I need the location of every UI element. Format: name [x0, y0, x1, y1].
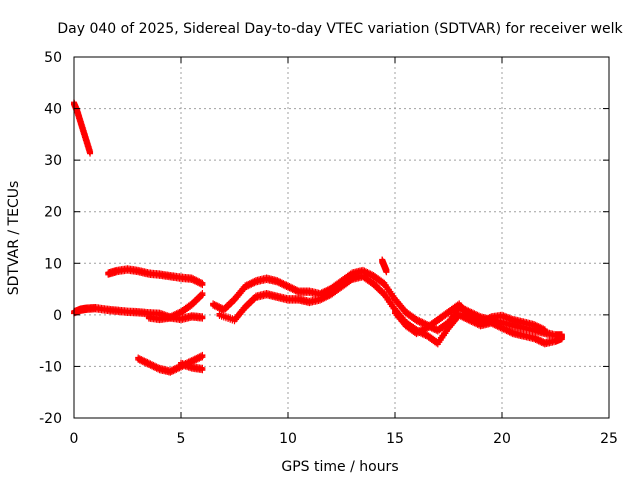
x-tick-label: 20 — [493, 431, 511, 447]
y-tick-label: -10 — [39, 359, 62, 375]
series-track-dip-fifteen — [392, 300, 548, 338]
data-point-marker — [199, 292, 206, 299]
data-point-marker — [87, 150, 94, 157]
data-point-marker — [199, 354, 206, 361]
y-tick-label: -20 — [39, 411, 62, 427]
x-tick-label: 0 — [70, 431, 79, 447]
data-point-marker — [199, 367, 206, 374]
plot-frame — [73, 56, 610, 419]
data-marks — [71, 99, 565, 376]
data-point-marker — [199, 282, 206, 289]
y-axis-label: SDTVAR / TECUs — [6, 181, 22, 296]
y-tick-label: 0 — [53, 308, 62, 324]
x-axis-ticks: 0 5 10 15 20 25 — [70, 57, 618, 447]
data-point-marker — [383, 269, 390, 276]
series-track-eight-arc — [105, 265, 206, 289]
y-tick-label: 10 — [44, 256, 62, 272]
y-tick-label: 40 — [44, 102, 62, 118]
series-track-spike-fourteen-half — [379, 256, 390, 276]
y-tick-label: 20 — [44, 205, 62, 221]
x-tick-label: 5 — [177, 431, 186, 447]
grid-lines — [74, 57, 609, 418]
x-tick-label: 25 — [600, 431, 618, 447]
x-tick-label: 10 — [279, 431, 297, 447]
data-point-marker — [558, 336, 565, 343]
y-tick-label: 50 — [44, 50, 62, 66]
y-tick-label: 30 — [44, 153, 62, 169]
data-point-marker — [541, 328, 548, 335]
chart-title: Day 040 of 2025, Sidereal Day-to-day VTE… — [57, 21, 623, 37]
data-point-marker — [199, 315, 206, 322]
x-axis-label: GPS time / hours — [281, 459, 398, 475]
x-tick-label: 15 — [386, 431, 404, 447]
series-track-rising-to-four — [145, 290, 206, 324]
series-track-minus-ten-tail — [178, 359, 206, 374]
y-axis-ticks: 50 40 30 20 10 0 -10 -20 — [39, 50, 609, 427]
